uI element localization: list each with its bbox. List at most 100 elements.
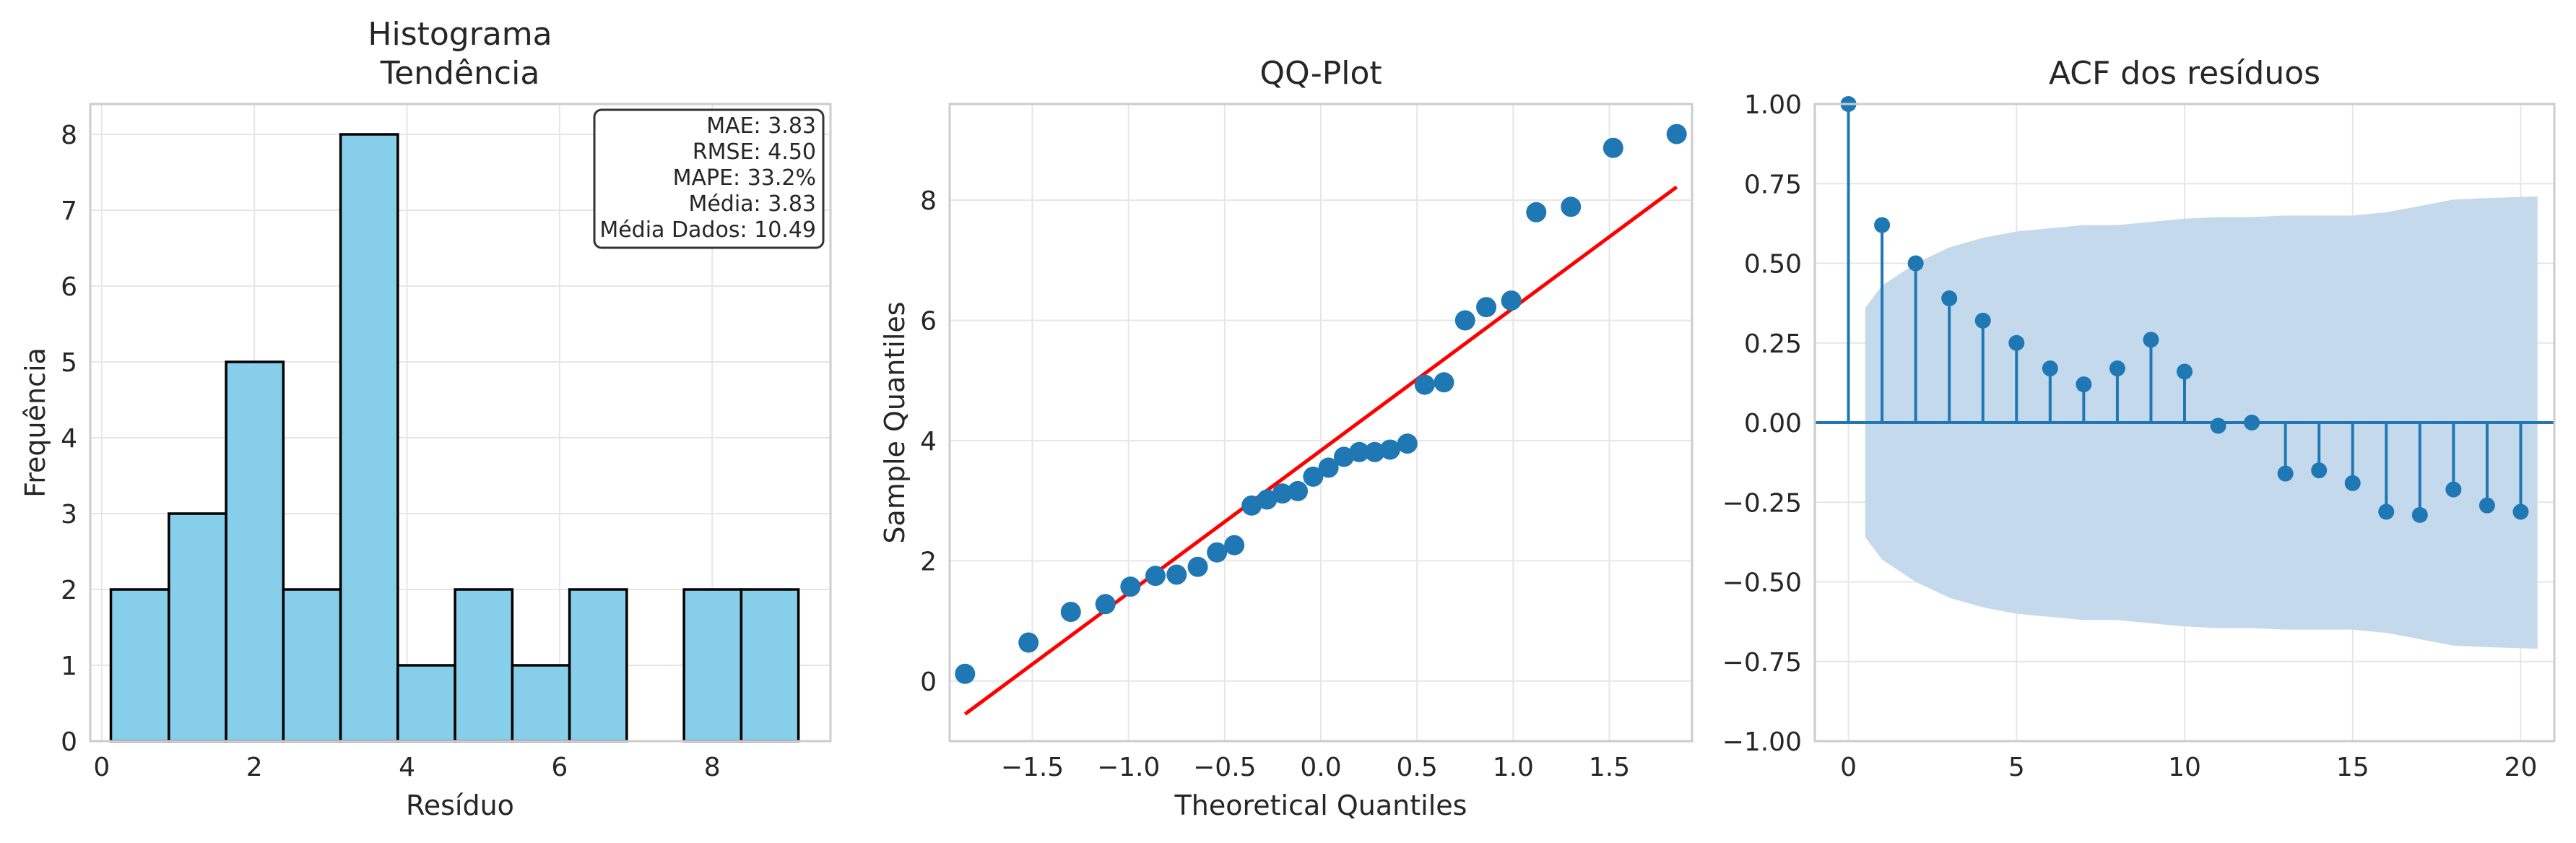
x-tick-label: 0.0 xyxy=(1300,753,1341,782)
histogram-frame xyxy=(89,103,832,743)
y-tick-label: 4 xyxy=(61,424,77,454)
qq-point xyxy=(955,663,976,684)
x-tick-label: 1.0 xyxy=(1493,753,1534,782)
histogram-y-ticks: 0 1 2 3 4 5 6 7 8 xyxy=(61,121,77,757)
x-tick-label: −1.5 xyxy=(1001,753,1064,782)
histogram-bar xyxy=(396,664,456,743)
qq-x-axis-label: Theoretical Quantiles xyxy=(1174,790,1467,821)
y-tick-label: −0.25 xyxy=(1722,488,1802,518)
stats-rmse: RMSE: 4.50 xyxy=(693,139,816,165)
qq-point xyxy=(1288,480,1309,501)
qq-point xyxy=(1120,576,1141,597)
acf-marker xyxy=(2210,418,2226,434)
acf-marker xyxy=(1941,290,1958,307)
histogram-x-ticks: 0 2 4 6 8 xyxy=(93,753,720,782)
histogram-bar xyxy=(740,588,800,743)
acf-stems xyxy=(1815,96,2554,523)
x-tick-label: 1.5 xyxy=(1589,753,1630,782)
qq-point xyxy=(1145,566,1166,587)
acf-marker xyxy=(2311,462,2328,479)
acf-title: ACF dos resíduos xyxy=(2049,55,2320,92)
y-tick-label: 2 xyxy=(920,547,937,576)
y-tick-label: 1 xyxy=(61,652,77,681)
qq-point xyxy=(1224,535,1245,555)
x-tick-label: 0 xyxy=(93,753,110,782)
qq-point xyxy=(1095,594,1116,615)
stats-mae: MAE: 3.83 xyxy=(706,113,816,139)
histogram-bars xyxy=(109,133,800,743)
y-tick-label: 0.50 xyxy=(1744,250,1802,280)
qq-point xyxy=(1272,483,1293,504)
histogram-bar xyxy=(168,512,227,743)
y-tick-label: 6 xyxy=(61,272,77,302)
y-tick-label: 7 xyxy=(61,196,77,226)
qq-point xyxy=(1187,556,1208,577)
acf-marker xyxy=(2008,334,2025,351)
qq-point xyxy=(1018,632,1039,653)
y-tick-label: 8 xyxy=(61,121,77,150)
acf-marker xyxy=(2177,363,2193,380)
qq-reference-line-group xyxy=(963,185,1678,716)
histogram-x-axis-label: Resíduo xyxy=(406,790,514,821)
histogram-bar xyxy=(225,360,285,743)
y-tick-label: −0.75 xyxy=(1722,648,1802,678)
acf-panel: 0 5 10 15 20 −1.00 −0.75 −0.50 −0.25 0.00 0.25 0.5… xyxy=(1722,55,2556,782)
acf-marker xyxy=(1874,217,1891,233)
histogram-title-line2: Tendência xyxy=(380,55,540,92)
histogram-bar xyxy=(682,588,743,743)
x-tick-label: −1.0 xyxy=(1097,753,1160,782)
qq-point xyxy=(1349,441,1370,462)
histogram-bar xyxy=(511,664,571,743)
qq-point xyxy=(1434,372,1454,393)
qq-y-axis-label: Sample Quantiles xyxy=(879,301,911,543)
qq-point xyxy=(1060,602,1081,623)
acf-marker xyxy=(2277,465,2294,482)
x-tick-label: 0.5 xyxy=(1397,753,1438,782)
qq-point xyxy=(1333,446,1354,467)
acf-marker xyxy=(2479,497,2495,514)
acf-x-ticks: 0 5 10 15 20 xyxy=(1840,753,2537,782)
y-tick-label: 6 xyxy=(920,307,937,337)
qq-point xyxy=(1526,202,1547,222)
acf-marker xyxy=(2143,332,2159,348)
y-tick-label: −0.50 xyxy=(1722,569,1802,598)
qq-point xyxy=(1666,124,1687,144)
acf-marker xyxy=(1974,312,1991,329)
x-tick-label: −0.5 xyxy=(1193,753,1256,782)
x-tick-label: 2 xyxy=(246,753,263,782)
stats-media: Média: 3.83 xyxy=(688,191,816,217)
y-tick-label: 3 xyxy=(61,500,77,529)
qq-point xyxy=(1241,495,1262,516)
qq-reference-line xyxy=(963,185,1678,716)
acf-marker xyxy=(2512,503,2529,520)
qq-point xyxy=(1561,196,1582,217)
qq-point xyxy=(1364,441,1385,462)
acf-marker xyxy=(2344,475,2361,491)
stats-box-frame xyxy=(593,108,825,249)
stats-media-dados: Média Dados: 10.49 xyxy=(599,217,816,243)
y-tick-label: 5 xyxy=(61,348,77,378)
qq-point xyxy=(1379,439,1400,460)
y-tick-label: 2 xyxy=(61,576,77,605)
acf-marker xyxy=(2042,360,2058,377)
qq-point xyxy=(1414,374,1435,395)
acf-marker xyxy=(2244,415,2260,431)
qq-point xyxy=(1603,137,1623,158)
y-tick-label: 8 xyxy=(920,186,937,216)
qq-point xyxy=(1207,542,1228,563)
histogram-bar xyxy=(109,588,170,743)
qq-frame xyxy=(948,103,1694,743)
y-tick-label: 0.00 xyxy=(1744,409,1802,438)
x-tick-label: 5 xyxy=(2008,753,2025,782)
x-tick-label: 4 xyxy=(399,753,415,782)
x-tick-label: 0 xyxy=(1840,753,1857,782)
qq-point xyxy=(1501,290,1522,311)
stats-mape: MAPE: 33.2% xyxy=(673,165,816,191)
histogram-bar xyxy=(282,588,342,743)
histogram-bar xyxy=(454,588,514,743)
x-tick-label: 10 xyxy=(2168,753,2201,782)
x-tick-label: 8 xyxy=(704,753,721,782)
y-tick-label: 0.75 xyxy=(1744,170,1802,199)
histogram-title-line1: Histograma xyxy=(368,16,552,53)
acf-frame xyxy=(1813,103,2556,743)
